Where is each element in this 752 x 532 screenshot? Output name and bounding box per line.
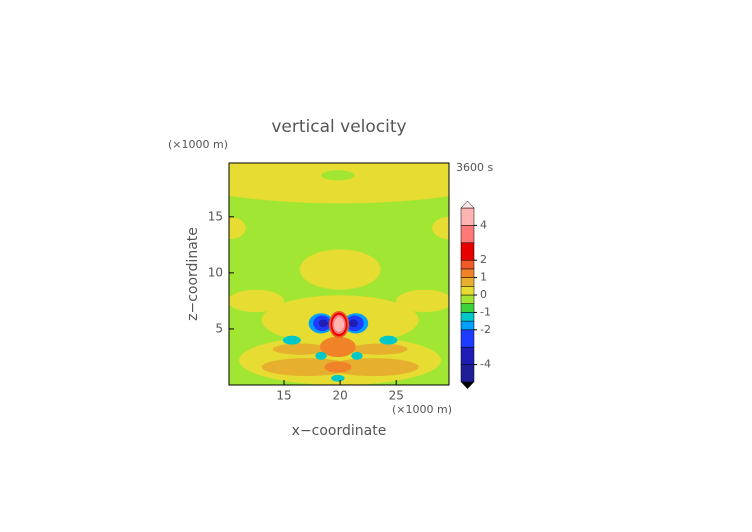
x-unit: (×1000 m) xyxy=(392,403,452,416)
colorbar-bin xyxy=(460,286,475,296)
contour-region xyxy=(351,351,363,360)
colorbar-tick-label: 1 xyxy=(480,271,487,284)
y-unit: (×1000 m) xyxy=(168,138,228,151)
contour-field xyxy=(229,163,449,385)
colorbar-bin xyxy=(460,277,475,287)
colorbar-bin xyxy=(460,207,475,226)
colorbar-bin xyxy=(460,294,475,304)
colorbar-bin xyxy=(460,225,475,244)
x-tick-label: 20 xyxy=(332,389,347,403)
contour-region xyxy=(379,335,398,345)
x-tick-label: 25 xyxy=(389,389,404,403)
contour-region xyxy=(351,343,408,355)
contour-region xyxy=(396,289,449,313)
contour-region xyxy=(229,163,449,204)
y-tick-label: 15 xyxy=(208,209,223,223)
contour-region xyxy=(318,319,328,328)
colorbar-bin xyxy=(460,364,475,383)
colorbar-tick-label: -4 xyxy=(480,358,491,371)
contour-region xyxy=(319,336,356,357)
colorbar-bin xyxy=(460,312,475,322)
contour-region xyxy=(321,170,355,181)
colorbar-tick-label: 0 xyxy=(480,288,487,301)
contour-region xyxy=(261,358,352,377)
colorbar-extend-top xyxy=(460,200,475,209)
contour-region xyxy=(349,319,359,328)
colorbar-tick-label: -2 xyxy=(480,323,491,336)
contour-region xyxy=(328,358,419,377)
colorbar-tick-label: -1 xyxy=(480,305,491,318)
colorbar-bin xyxy=(460,303,475,313)
y-axis-label: z−coordinate xyxy=(185,227,201,321)
contour-region xyxy=(229,216,246,240)
colorbar-bin xyxy=(460,346,475,365)
contour-region xyxy=(315,351,327,360)
contour-region xyxy=(324,361,352,373)
colorbar-bin xyxy=(460,242,475,261)
colorbar-bin xyxy=(460,329,475,348)
contour-region xyxy=(282,335,301,345)
colorbar-bin xyxy=(460,268,475,278)
contour-region xyxy=(333,317,345,332)
colorbar-bin xyxy=(460,320,475,331)
y-tick-label: 5 xyxy=(215,321,223,335)
time-label: 3600 s xyxy=(456,161,493,174)
contour-region xyxy=(272,343,329,355)
chart-title: vertical velocity xyxy=(271,117,406,137)
contour-region xyxy=(432,216,449,240)
x-tick-label: 15 xyxy=(276,389,291,403)
y-tick-label: 10 xyxy=(208,265,223,279)
colorbar-extend-bottom xyxy=(461,382,474,389)
colorbar-tick-label: 2 xyxy=(480,253,487,266)
colorbar-bin xyxy=(460,259,475,270)
contour-region xyxy=(299,249,381,290)
colorbar-tick-label: 4 xyxy=(480,218,487,231)
x-axis-label: x−coordinate xyxy=(292,423,387,439)
contour-region xyxy=(331,374,345,382)
plot-frame xyxy=(228,162,450,386)
contour-region xyxy=(229,289,284,313)
